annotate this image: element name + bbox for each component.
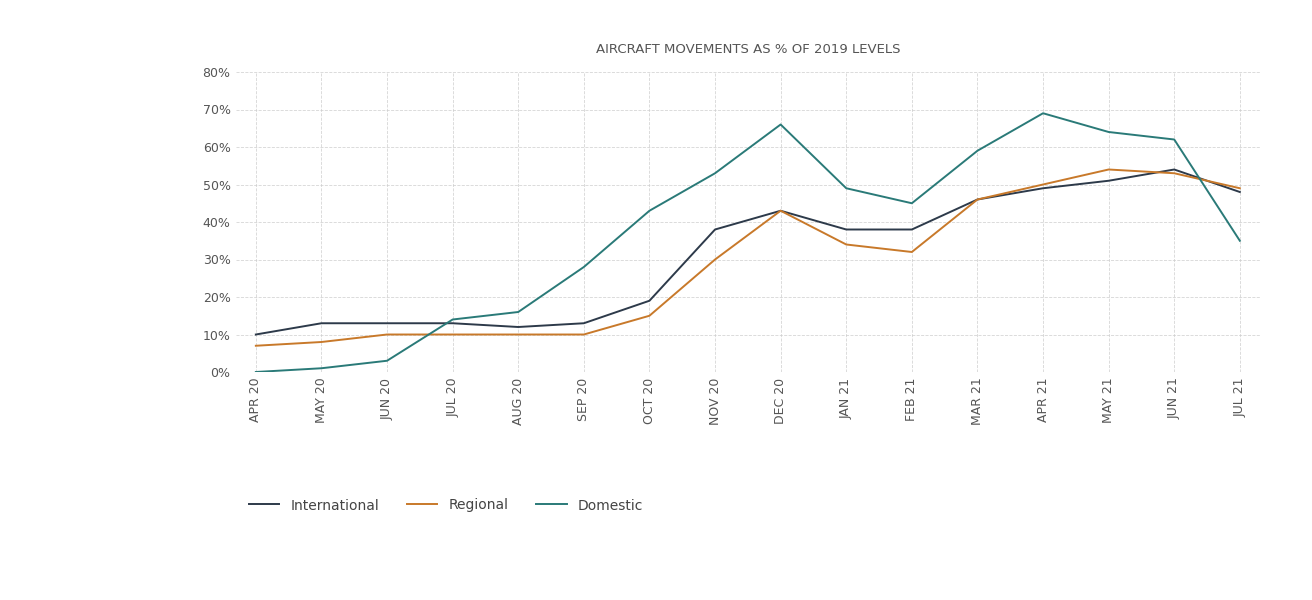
- Regional: [904, 248, 920, 256]
- Regional: [642, 312, 657, 319]
- Domestic: [1101, 128, 1117, 136]
- Line: Regional: Regional: [256, 169, 1240, 346]
- Regional: [1035, 181, 1051, 188]
- International: [314, 320, 329, 327]
- Regional: [1232, 185, 1248, 192]
- Regional: [970, 196, 985, 203]
- International: [1035, 185, 1051, 192]
- International: [904, 226, 920, 233]
- Regional: [510, 331, 526, 338]
- Domestic: [642, 207, 657, 214]
- International: [510, 323, 526, 331]
- Regional: [773, 207, 789, 214]
- International: [773, 207, 789, 214]
- Domestic: [904, 200, 920, 207]
- Line: International: International: [256, 169, 1240, 335]
- Legend: International, Regional, Domestic: International, Regional, Domestic: [243, 493, 649, 518]
- Domestic: [379, 357, 395, 364]
- International: [445, 320, 461, 327]
- International: [1232, 188, 1248, 196]
- Regional: [1166, 170, 1182, 177]
- Regional: [248, 342, 264, 349]
- Domestic: [838, 185, 854, 192]
- International: [379, 320, 395, 327]
- Domestic: [1035, 110, 1051, 117]
- Regional: [379, 331, 395, 338]
- Domestic: [970, 147, 985, 154]
- Regional: [838, 241, 854, 248]
- International: [707, 226, 723, 233]
- International: [1101, 177, 1117, 184]
- Domestic: [707, 170, 723, 177]
- Domestic: [248, 368, 264, 376]
- Domestic: [314, 365, 329, 372]
- Domestic: [773, 121, 789, 128]
- International: [838, 226, 854, 233]
- Regional: [707, 256, 723, 263]
- International: [248, 331, 264, 338]
- International: [576, 320, 592, 327]
- Title: AIRCRAFT MOVEMENTS AS % OF 2019 LEVELS: AIRCRAFT MOVEMENTS AS % OF 2019 LEVELS: [596, 43, 900, 56]
- International: [1166, 166, 1182, 173]
- Regional: [314, 338, 329, 346]
- Domestic: [576, 263, 592, 271]
- Domestic: [510, 308, 526, 316]
- Regional: [1101, 166, 1117, 173]
- Domestic: [445, 316, 461, 323]
- Line: Domestic: Domestic: [256, 113, 1240, 372]
- Regional: [576, 331, 592, 338]
- Regional: [445, 331, 461, 338]
- International: [970, 196, 985, 203]
- International: [642, 297, 657, 304]
- Domestic: [1166, 136, 1182, 143]
- Domestic: [1232, 237, 1248, 244]
